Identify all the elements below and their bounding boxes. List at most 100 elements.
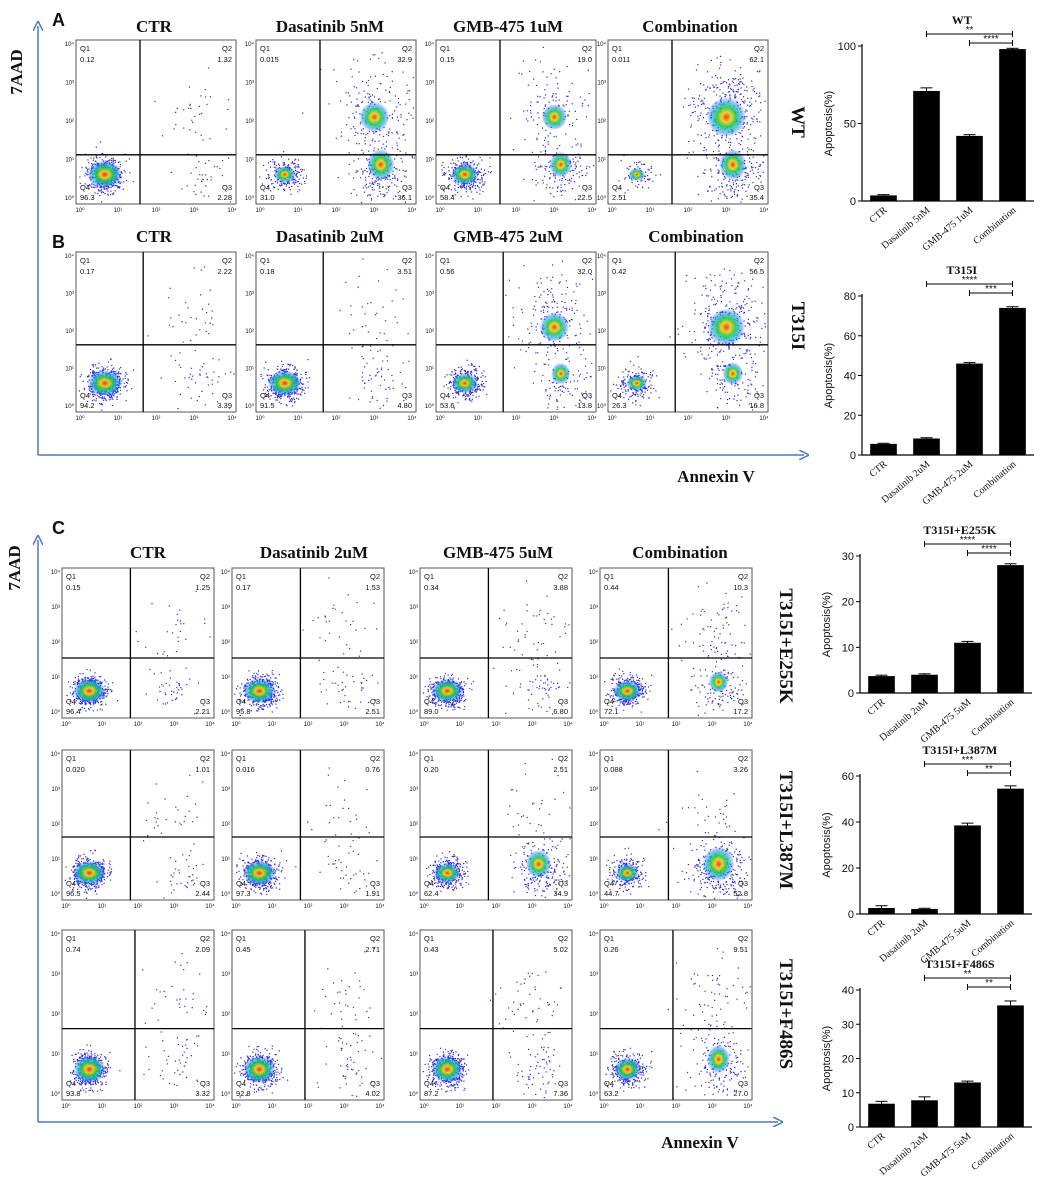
event-dot — [413, 107, 415, 109]
event-dot — [575, 405, 577, 407]
event-dot — [212, 358, 214, 360]
event-dot — [128, 158, 130, 160]
event-dot — [534, 309, 537, 311]
event-dot — [190, 172, 192, 174]
event-dot — [387, 135, 390, 137]
event-dot — [93, 393, 95, 396]
event-dot — [377, 98, 379, 100]
event-dot — [622, 380, 624, 382]
event-dot — [477, 385, 479, 387]
event-dot — [579, 96, 581, 98]
event-dot — [457, 191, 459, 193]
event-dot — [287, 396, 289, 398]
event-dot — [711, 368, 713, 370]
event-dot — [465, 155, 468, 157]
event-dot — [722, 383, 724, 385]
event-dot — [756, 120, 758, 123]
event-dot — [638, 161, 640, 163]
event-dot — [456, 164, 458, 166]
event-dot — [267, 185, 269, 187]
event-dot — [379, 101, 381, 103]
event-dot — [745, 337, 747, 339]
event-dot — [99, 141, 101, 143]
event-dot — [625, 384, 627, 386]
event-dot — [362, 128, 364, 130]
event-dot — [481, 175, 483, 177]
event-dot — [92, 163, 94, 165]
event-dot — [102, 397, 104, 399]
event-dot — [744, 178, 746, 180]
event-dot — [733, 191, 735, 193]
event-dot — [732, 90, 734, 92]
event-dot — [114, 161, 116, 163]
quadrant-value-q4: 2.51 — [612, 193, 627, 202]
event-dot — [586, 165, 588, 167]
event-dot — [740, 201, 742, 203]
event-dot — [307, 359, 309, 361]
event-dot — [746, 110, 748, 112]
event-dot — [650, 387, 652, 389]
event-dot — [397, 119, 399, 122]
event-dot — [560, 186, 562, 189]
event-dot — [293, 183, 296, 185]
event-dot — [573, 170, 575, 172]
event-dot — [383, 196, 385, 198]
event-dot — [92, 159, 94, 161]
event-dot — [565, 293, 567, 295]
event-dot — [555, 100, 557, 102]
event-dot — [381, 147, 383, 149]
event-dot — [745, 109, 747, 111]
event-dot — [443, 385, 445, 387]
event-dot — [81, 167, 83, 169]
event-dot — [482, 174, 485, 176]
event-dot — [457, 160, 459, 162]
event-dot — [591, 278, 594, 280]
event-dot — [469, 397, 471, 400]
event-dot — [746, 122, 748, 124]
condition-title: CTR — [136, 227, 173, 246]
event-dot — [622, 391, 624, 393]
event-dot — [282, 364, 284, 366]
event-dot — [361, 101, 363, 104]
event-dot — [229, 201, 232, 203]
event-dot — [95, 160, 97, 162]
event-dot — [379, 185, 381, 187]
event-dot — [577, 143, 579, 145]
event-dot — [749, 133, 751, 135]
event-dot — [295, 174, 297, 176]
event-dot — [717, 172, 719, 174]
event-dot — [542, 127, 544, 129]
event-dot — [571, 309, 573, 312]
event-dot — [360, 168, 362, 170]
event-dot — [729, 59, 731, 61]
event-dot — [752, 156, 754, 158]
event-dot — [758, 165, 760, 167]
event-dot — [294, 366, 296, 368]
event-dot — [185, 322, 187, 324]
event-dot — [648, 179, 650, 181]
event-dot — [397, 148, 399, 150]
event-dot — [455, 373, 457, 375]
event-dot — [545, 301, 547, 303]
event-dot — [404, 170, 406, 172]
event-dot — [108, 396, 111, 398]
event-dot — [562, 306, 564, 308]
event-dot — [298, 171, 300, 173]
event-dot — [548, 290, 550, 292]
event-dot — [555, 387, 557, 389]
event-dot — [197, 178, 199, 180]
event-dot — [558, 99, 560, 101]
event-dot — [114, 190, 116, 192]
event-dot — [750, 383, 752, 385]
event-dot — [126, 373, 128, 375]
event-dot — [700, 350, 702, 352]
event-dot — [553, 386, 555, 388]
event-dot — [714, 284, 716, 286]
event-dot — [194, 349, 196, 352]
event-dot — [471, 363, 473, 365]
event-dot — [724, 380, 726, 382]
event-dot — [302, 112, 304, 114]
event-dot — [529, 70, 531, 73]
